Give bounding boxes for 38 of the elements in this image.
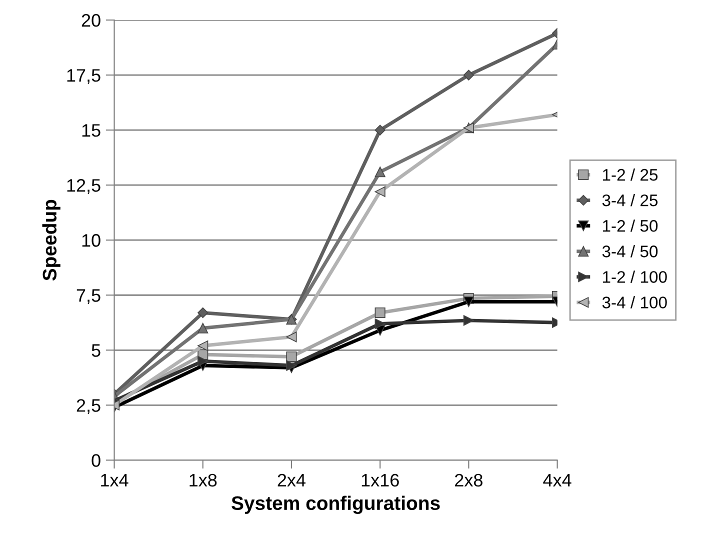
legend-label: 3-4 / 100 (602, 296, 667, 308)
point (374, 166, 386, 178)
point (286, 351, 297, 362)
legend-label: 3-4 / 50 (602, 245, 658, 258)
point (198, 340, 208, 352)
point (286, 332, 297, 342)
x-axis-title: System configurations (232, 496, 440, 514)
y-tick-label: 0 (92, 454, 100, 467)
x-tick-label: 1x16 (362, 474, 399, 487)
point (374, 124, 386, 136)
y-tick-label: 2,5 (76, 399, 100, 414)
y-tick-label: 17,5 (67, 69, 100, 84)
y-tick-label: 10 (82, 234, 100, 247)
y-tick-label: 5 (92, 344, 100, 357)
point (286, 360, 297, 371)
point (374, 318, 386, 330)
y-tick-label: 20 (82, 14, 100, 27)
point (463, 70, 474, 80)
x-tick-label: 1x4 (101, 474, 128, 486)
x-tick-label: 1x8 (190, 474, 217, 487)
point (374, 307, 386, 318)
legend-label: 1-2 / 25 (602, 168, 658, 181)
point (463, 296, 474, 307)
legend-label: 1-2 / 50 (602, 220, 658, 232)
y-tick-label: 15 (82, 124, 100, 137)
y-axis-title: Speedup (42, 200, 60, 281)
legend-label: 1-2 / 100 (602, 270, 667, 283)
x-tick-label: 2x8 (455, 474, 482, 487)
y-tick-label: 12,5 (67, 179, 100, 194)
legend-label: 3-4 / 25 (602, 194, 658, 206)
point (463, 315, 474, 326)
point (374, 186, 386, 197)
point (198, 356, 208, 366)
y-tick-label: 7,5 (76, 289, 100, 304)
x-tick-label: 2x4 (278, 474, 306, 486)
x-tick-label: 4x4 (543, 474, 572, 486)
point (198, 322, 208, 334)
point (198, 307, 208, 318)
